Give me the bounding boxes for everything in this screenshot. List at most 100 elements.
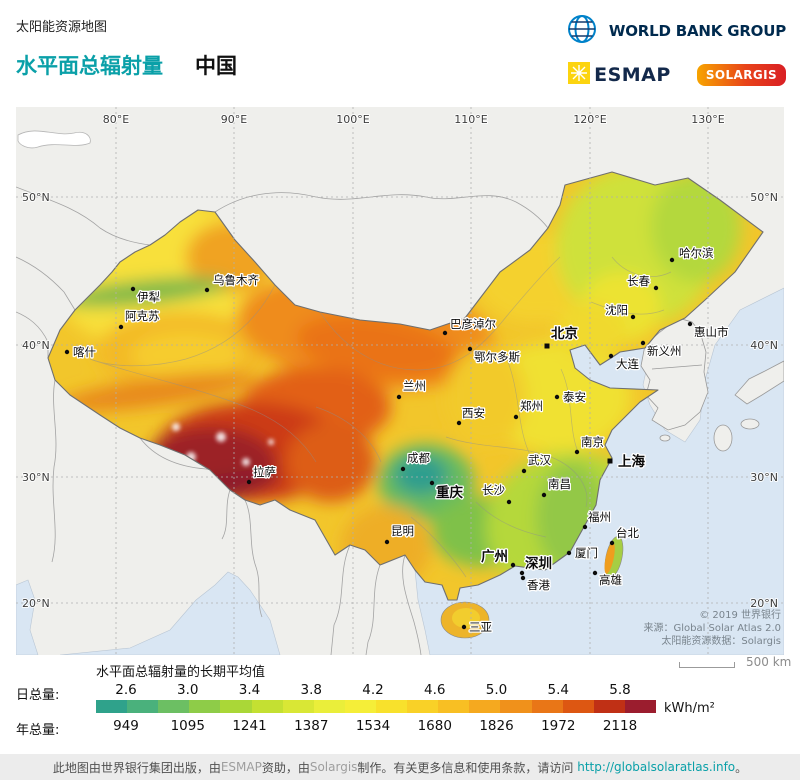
city-label: 伊犁	[137, 290, 160, 304]
title-region-name: 中国	[195, 54, 237, 78]
scale-label: 500 km	[746, 655, 792, 669]
city-marker-dot	[246, 479, 252, 485]
city-marker-dot	[608, 353, 614, 359]
scale-bar	[679, 662, 735, 668]
city-label: 成都	[407, 451, 430, 465]
legend-year-value: 1534	[355, 718, 391, 734]
legend-year-label: 年总量:	[16, 723, 60, 738]
legend-day-label: 日总量:	[16, 688, 60, 703]
city-marker-dot	[519, 570, 525, 576]
legend-year-value: 1680	[417, 718, 452, 734]
foreign-borders	[16, 186, 549, 655]
footer-link[interactable]: http://globalsolaratlas.info	[577, 760, 736, 774]
city-marker-dot	[204, 287, 210, 293]
longitude-label: 110°E	[454, 113, 487, 126]
latitude-label-left: 20°N	[22, 597, 50, 610]
legend-year-value: 1826	[479, 718, 514, 734]
legend-day-value: 5.4	[547, 682, 569, 698]
graticule	[16, 107, 784, 655]
latitude-label-right: 50°N	[750, 191, 778, 204]
city-marker-dot	[442, 330, 448, 336]
city-label: 喀什	[73, 345, 96, 359]
city-label: 巴彦淖尔	[450, 317, 496, 331]
city-marker-dot	[510, 562, 516, 568]
legend-year-value: 1387	[294, 718, 329, 734]
city-label: 高雄	[599, 573, 622, 587]
korea-japan-land	[640, 317, 784, 452]
footer-text-3: 制作。有关更多信息和使用条款，请访问	[357, 760, 578, 775]
colorbar-segment	[313, 700, 345, 713]
city-label: 南昌	[548, 477, 571, 491]
legend-day-value: 5.8	[609, 682, 631, 698]
latitude-label-right: 30°N	[750, 471, 778, 484]
legend-day-value: 3.4	[238, 682, 261, 698]
city-label: 哈尔滨	[679, 246, 714, 260]
latitude-label-left: 40°N	[22, 339, 50, 352]
legend-day-value: 5.0	[485, 682, 508, 698]
solargis-logo: SOLARGIS	[696, 64, 786, 86]
city-label: 昆明	[391, 524, 414, 538]
colorbar-segment	[500, 700, 532, 713]
city-marker-square	[607, 458, 613, 464]
legend-year-value: 1095	[170, 718, 205, 734]
footer-bar: 此地图由世界银行集团出版，由 ESMAP 资助，由 Solargis 制作。有关更多信息…	[0, 754, 800, 780]
legend-day-value: 4.6	[424, 682, 446, 698]
city-label: 泰安	[563, 390, 586, 404]
city-marker-dot	[520, 575, 526, 581]
city-label: 长沙	[482, 483, 505, 497]
world-bank-logo: WORLD BANK GROUP	[563, 10, 786, 52]
province-borders	[89, 256, 672, 578]
city-marker-dot	[384, 539, 390, 545]
city-marker-dot	[467, 346, 473, 352]
city-label: 深圳	[525, 555, 552, 572]
city-marker-dot	[130, 286, 136, 292]
legend-year-value: 1972	[541, 718, 576, 734]
city-label: 大连	[616, 357, 639, 371]
city-marker-dot	[669, 257, 675, 263]
esmap-sun-icon	[568, 62, 591, 88]
city-label: 乌鲁木齐	[213, 273, 259, 287]
latitude-label-left: 50°N	[22, 191, 50, 204]
credit-copyright: © 2019 世界银行	[699, 610, 781, 621]
esmap-logo: ESMAP	[568, 62, 671, 88]
city-label: 拉萨	[253, 465, 276, 479]
city-marker-dot	[609, 540, 615, 546]
legend-title: 水平面总辐射量的长期平均值	[96, 665, 266, 680]
graticule-labels: 80°E 90°E 100°E 110°E 120°E 130°E 50°N 50°N 40°N…	[21, 112, 779, 611]
colorbar-segment	[344, 700, 376, 713]
longitude-label: 80°E	[103, 113, 129, 126]
city-marker-dot	[574, 449, 580, 455]
city-label: 新义州	[647, 344, 682, 358]
longitude-label: 90°E	[221, 113, 247, 126]
title-layer-name: 水平面总辐射量	[16, 54, 163, 78]
colorbar-segment	[438, 700, 470, 713]
city-label: 福州	[588, 510, 611, 524]
city-label: 厦门	[575, 546, 598, 560]
city-label: 鄂尔多斯	[474, 350, 520, 364]
colorbar-segment	[96, 700, 128, 713]
legend-year-value: 949	[113, 718, 139, 734]
legend-colorbar	[96, 700, 656, 713]
longitude-label: 120°E	[573, 113, 606, 126]
city-marker-dot	[506, 499, 512, 505]
credit-source: 来源：Global Solar Atlas 2.0	[643, 623, 781, 634]
city-marker-dot	[582, 524, 588, 530]
city-marker-dot	[64, 349, 70, 355]
world-bank-logo-text: WORLD BANK GROUP	[608, 22, 786, 40]
credit-data: 太阳能资源数据：Solargis	[661, 636, 781, 647]
city-marker-dot	[400, 466, 406, 472]
china-border	[47, 171, 764, 601]
city-marker-dot	[554, 394, 560, 400]
colorbar-segment	[375, 700, 408, 713]
city-marker-dot	[513, 414, 519, 420]
city-marker-dot	[541, 492, 547, 498]
city-label: 南京	[581, 435, 604, 449]
city-label: 西安	[462, 406, 485, 420]
city-marker-square	[544, 343, 550, 349]
page-title: 水平面总辐射量 中国	[16, 50, 237, 80]
esmap-logo-text: ESMAP	[594, 64, 671, 86]
city-label: 香港	[527, 578, 550, 592]
city-marker-dot	[521, 468, 527, 474]
city-label: 重庆	[436, 484, 463, 501]
